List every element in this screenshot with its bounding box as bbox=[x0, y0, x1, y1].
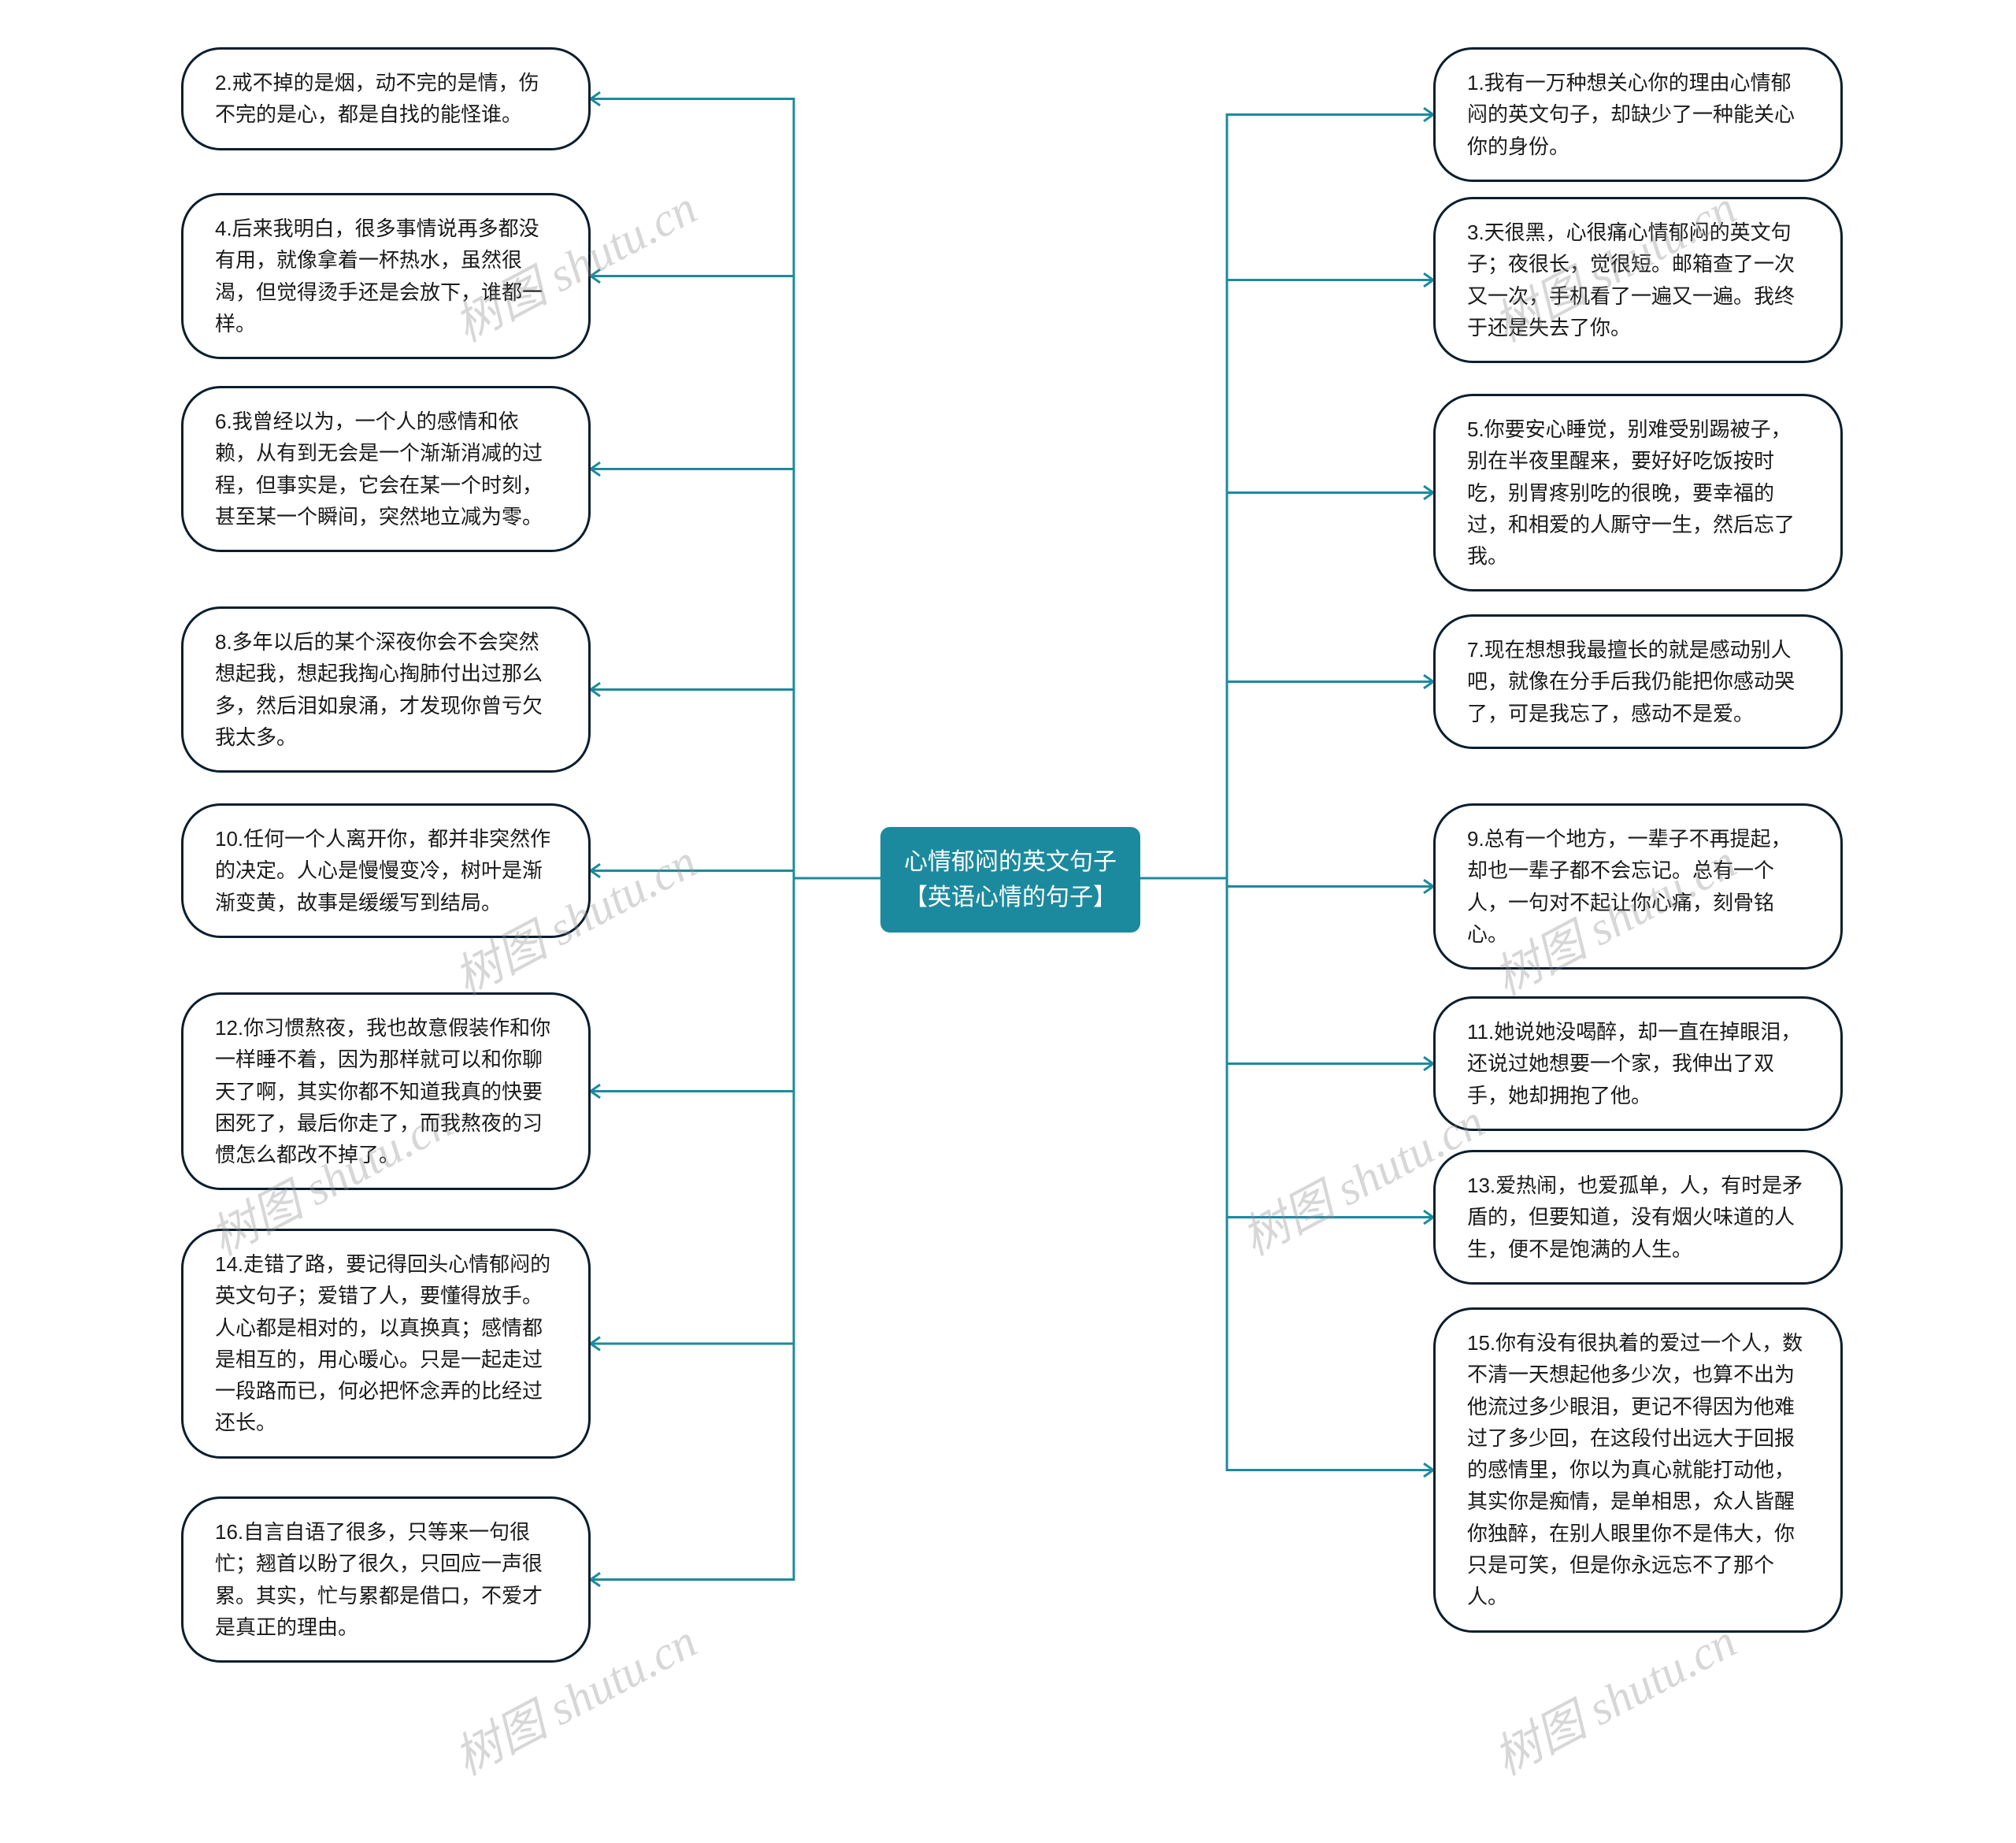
leaf-node-text: 12.你习惯熬夜，我也故意假装作和你一样睡不着，因为那样就可以和你聊天了啊，其实… bbox=[215, 1016, 550, 1166]
leaf-node-n4: 4.后来我明白，很多事情说再多都没有用，就像拿着一杯热水，虽然很渴，但觉得烫手还… bbox=[181, 193, 591, 359]
leaf-node-n10: 10.任何一个人离开你，都并非突然作的决定。人心是慢慢变冷，树叶是渐渐变黄，故事… bbox=[181, 803, 591, 938]
leaf-node-n6: 6.我曾经以为，一个人的感情和依赖，从有到无会是一个渐渐消减的过程，但事实是，它… bbox=[181, 386, 591, 552]
leaf-node-n12: 12.你习惯熬夜，我也故意假装作和你一样睡不着，因为那样就可以和你聊天了啊，其实… bbox=[181, 992, 591, 1190]
leaf-node-text: 13.爱热闹，也爱孤单，人，有时是矛盾的，但要知道，没有烟火味道的人生，便不是饱… bbox=[1467, 1174, 1803, 1261]
leaf-node-text: 3.天很黑，心很痛心情郁闷的英文句子；夜很长，觉很短。邮箱查了一次又一次，手机看… bbox=[1467, 221, 1795, 339]
leaf-node-n3: 3.天很黑，心很痛心情郁闷的英文句子；夜很长，觉很短。邮箱查了一次又一次，手机看… bbox=[1433, 197, 1843, 363]
leaf-node-n7: 7.现在想想我最擅长的就是感动别人吧，就像在分手后我仍能把你感动哭了，可是我忘了… bbox=[1433, 614, 1843, 749]
center-node-label: 心情郁闷的英文句子【英语心情的句子】 bbox=[904, 849, 1117, 910]
leaf-node-n15: 15.你有没有很执着的爱过一个人，数不清一天想起他多少次，也算不出为他流过多少眼… bbox=[1433, 1307, 1843, 1633]
leaf-node-text: 7.现在想想我最擅长的就是感动别人吧，就像在分手后我仍能把你感动哭了，可是我忘了… bbox=[1467, 638, 1795, 725]
leaf-node-text: 9.总有一个地方，一辈子不再提起，却也一辈子都不会忘记。总有一个人，一句对不起让… bbox=[1467, 827, 1792, 946]
leaf-node-text: 8.多年以后的某个深夜你会不会突然想起我，想起我掏心掏肺付出过那么多，然后泪如泉… bbox=[215, 630, 543, 749]
leaf-node-n1: 1.我有一万种想关心你的理由心情郁闷的英文句子，却缺少了一种能关心你的身份。 bbox=[1433, 47, 1843, 182]
leaf-node-n14: 14.走错了路，要记得回头心情郁闷的英文句子；爱错了人，要懂得放手。人心都是相对… bbox=[181, 1229, 591, 1459]
leaf-node-text: 4.后来我明白，很多事情说再多都没有用，就像拿着一杯热水，虽然很渴，但觉得烫手还… bbox=[215, 217, 543, 336]
leaf-node-n2: 2.戒不掉的是烟，动不完的是情，伤不完的是心，都是自找的能怪谁。 bbox=[181, 47, 591, 150]
leaf-node-text: 6.我曾经以为，一个人的感情和依赖，从有到无会是一个渐渐消减的过程，但事实是，它… bbox=[215, 410, 543, 528]
center-node: 心情郁闷的英文句子【英语心情的句子】 bbox=[880, 827, 1140, 933]
leaf-node-text: 1.我有一万种想关心你的理由心情郁闷的英文句子，却缺少了一种能关心你的身份。 bbox=[1467, 71, 1795, 158]
leaf-node-n16: 16.自言自语了很多，只等来一句很忙；翘首以盼了很久，只回应一声很累。其实，忙与… bbox=[181, 1496, 591, 1663]
leaf-node-text: 2.戒不掉的是烟，动不完的是情，伤不完的是心，都是自找的能怪谁。 bbox=[215, 71, 539, 126]
leaf-node-n8: 8.多年以后的某个深夜你会不会突然想起我，想起我掏心掏肺付出过那么多，然后泪如泉… bbox=[181, 606, 591, 773]
leaf-node-text: 15.你有没有很执着的爱过一个人，数不清一天想起他多少次，也算不出为他流过多少眼… bbox=[1467, 1331, 1803, 1608]
leaf-node-n13: 13.爱热闹，也爱孤单，人，有时是矛盾的，但要知道，没有烟火味道的人生，便不是饱… bbox=[1433, 1150, 1843, 1285]
leaf-node-text: 14.走错了路，要记得回头心情郁闷的英文句子；爱错了人，要懂得放手。人心都是相对… bbox=[215, 1252, 550, 1434]
leaf-node-n11: 11.她说她没喝醉，却一直在掉眼泪，还说过她想要一个家，我伸出了双手，她却拥抱了… bbox=[1433, 996, 1843, 1131]
leaf-node-n5: 5.你要安心睡觉，别难受别踢被子，别在半夜里醒来，要好好吃饭按时吃，别胃疼别吃的… bbox=[1433, 394, 1843, 591]
leaf-node-text: 11.她说她没喝醉，却一直在掉眼泪，还说过她想要一个家，我伸出了双手，她却拥抱了… bbox=[1467, 1020, 1801, 1107]
leaf-node-text: 10.任何一个人离开你，都并非突然作的决定。人心是慢慢变冷，树叶是渐渐变黄，故事… bbox=[215, 827, 550, 914]
leaf-node-text: 16.自言自语了很多，只等来一句很忙；翘首以盼了很久，只回应一声很累。其实，忙与… bbox=[215, 1520, 543, 1639]
leaf-node-text: 5.你要安心睡觉，别难受别踢被子，别在半夜里醒来，要好好吃饭按时吃，别胃疼别吃的… bbox=[1467, 417, 1795, 568]
leaf-node-n9: 9.总有一个地方，一辈子不再提起，却也一辈子都不会忘记。总有一个人，一句对不起让… bbox=[1433, 803, 1843, 970]
